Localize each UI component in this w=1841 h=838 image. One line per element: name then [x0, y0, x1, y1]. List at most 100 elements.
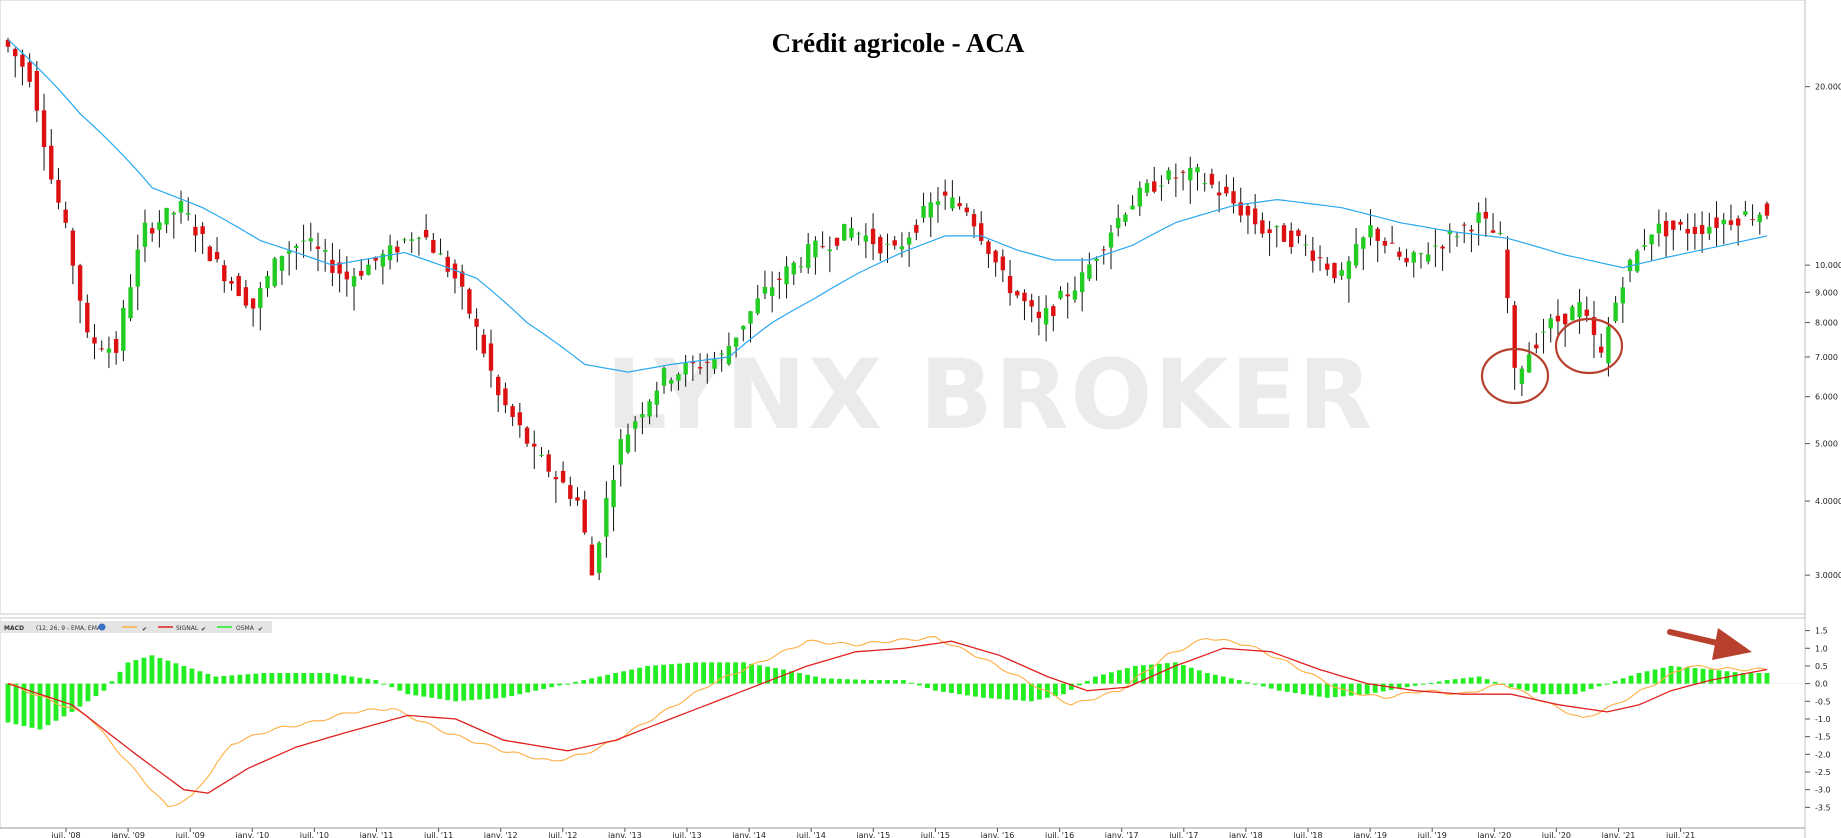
osma-bar: [541, 683, 547, 689]
osma-bar: [125, 662, 131, 684]
osma-bar: [1076, 683, 1082, 686]
candle: [496, 374, 501, 413]
candle-body: [279, 256, 285, 271]
candle: [200, 222, 205, 255]
candle-body: [1570, 306, 1575, 321]
candle: [1541, 318, 1546, 354]
osma-bar: [141, 657, 147, 684]
candle-body: [683, 363, 688, 375]
candle: [1620, 276, 1626, 324]
candle: [762, 270, 768, 300]
osma-bar: [1516, 683, 1522, 689]
candle-body: [63, 209, 68, 223]
candle: [438, 238, 443, 256]
osma-bar: [525, 683, 531, 693]
candle-body: [34, 70, 40, 111]
candle: [683, 354, 688, 387]
macd-line: [7, 636, 1768, 808]
osma-bar: [549, 683, 555, 688]
candle: [142, 209, 148, 263]
candle: [827, 236, 833, 273]
osma-bar: [21, 683, 27, 727]
candle-body: [1079, 272, 1085, 293]
candle: [20, 49, 25, 86]
price-y-axis: 20.000 10.000 9.000 8.000 7.000 6.000 5.000 4.0…: [1805, 83, 1841, 580]
candle: [1317, 245, 1323, 271]
osma-bar: [893, 680, 898, 684]
candle: [806, 233, 811, 274]
candle: [1570, 304, 1575, 321]
candle-body: [1339, 270, 1344, 276]
candle: [1173, 163, 1179, 197]
candle: [712, 351, 717, 375]
candle-body: [272, 258, 277, 287]
osma-bar: [93, 683, 99, 696]
candle: [1209, 168, 1215, 189]
candle-body: [409, 239, 414, 241]
osma-bar: [1580, 683, 1586, 692]
candle: [1685, 213, 1690, 251]
candle: [1526, 342, 1532, 373]
candle-body: [1548, 318, 1553, 329]
candle: [1087, 252, 1092, 282]
osma-bar: [805, 674, 810, 684]
osma-bar: [1140, 665, 1146, 684]
x-tick-label: janv. '17: [1104, 831, 1139, 838]
candle-body: [250, 298, 256, 309]
x-tick-label: janv. '16: [980, 831, 1015, 838]
candle: [1058, 286, 1063, 300]
candle-body: [575, 497, 580, 501]
candle-body: [1108, 232, 1114, 248]
candle-body: [1685, 228, 1690, 234]
osma-bar: [341, 675, 347, 684]
osma-bar: [181, 665, 187, 684]
candle-body: [1750, 219, 1755, 221]
candle-body: [1707, 226, 1712, 234]
candle-body: [986, 241, 991, 254]
candle-body: [914, 224, 919, 233]
price-tick-label: 9.000: [1815, 288, 1838, 297]
candle: [1512, 300, 1517, 390]
candle: [171, 211, 177, 239]
candle-body: [957, 203, 962, 207]
osma-bar: [717, 662, 722, 684]
osma-bar: [133, 660, 139, 684]
osma-bar: [997, 683, 1002, 699]
candle-body: [993, 250, 998, 263]
candle-body: [193, 226, 198, 236]
candle: [373, 256, 378, 270]
osma-bar: [1564, 683, 1570, 695]
osma-bar: [621, 671, 627, 684]
candlestick-series: [5, 37, 1770, 581]
candle: [49, 129, 54, 184]
candle: [416, 236, 422, 256]
candle: [488, 329, 494, 388]
osma-bar: [485, 683, 491, 699]
candle-body: [322, 250, 328, 252]
candle-body: [1303, 244, 1308, 246]
candle: [1137, 181, 1143, 217]
candle: [885, 233, 890, 263]
candle: [560, 461, 566, 484]
candle-body: [1281, 225, 1287, 242]
candle-body: [1735, 218, 1741, 226]
candle: [647, 399, 652, 425]
osma-bar: [1428, 682, 1434, 684]
osma-bar: [389, 683, 395, 688]
osma-bar: [1236, 680, 1242, 684]
candle: [1094, 256, 1099, 281]
candle-body: [1613, 302, 1618, 322]
candle-body: [1072, 290, 1078, 300]
candle-body: [330, 259, 335, 273]
x-tick-label: juil. '12: [547, 831, 577, 838]
candle: [13, 47, 18, 78]
candle: [726, 332, 732, 366]
osma-bar: [829, 678, 834, 684]
osma-bar: [989, 683, 994, 699]
x-tick-label: juil. '13: [671, 831, 701, 838]
macd-legend[interactable]: MACD (12, 26, 9 - EMA, EMA) ✔ SIGNAL ✔ OSMA ✔: [0, 621, 272, 633]
candle-body: [1692, 226, 1698, 234]
candle: [359, 259, 364, 280]
x-tick-label: janv. '09: [110, 831, 145, 838]
candle-body: [1289, 230, 1294, 247]
